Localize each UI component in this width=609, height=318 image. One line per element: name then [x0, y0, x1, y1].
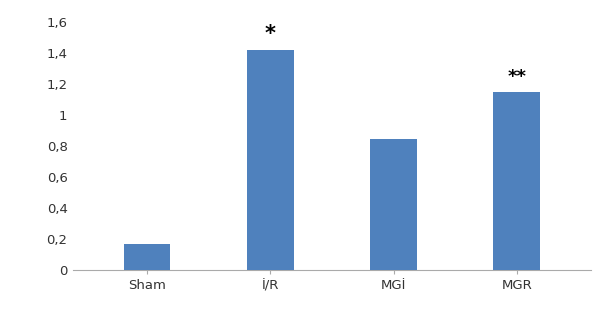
Bar	[124, 244, 171, 270]
Text: *: *	[265, 24, 276, 44]
Text: **: **	[507, 68, 526, 86]
Bar	[247, 50, 294, 270]
Bar	[370, 139, 417, 270]
Bar	[493, 92, 540, 270]
